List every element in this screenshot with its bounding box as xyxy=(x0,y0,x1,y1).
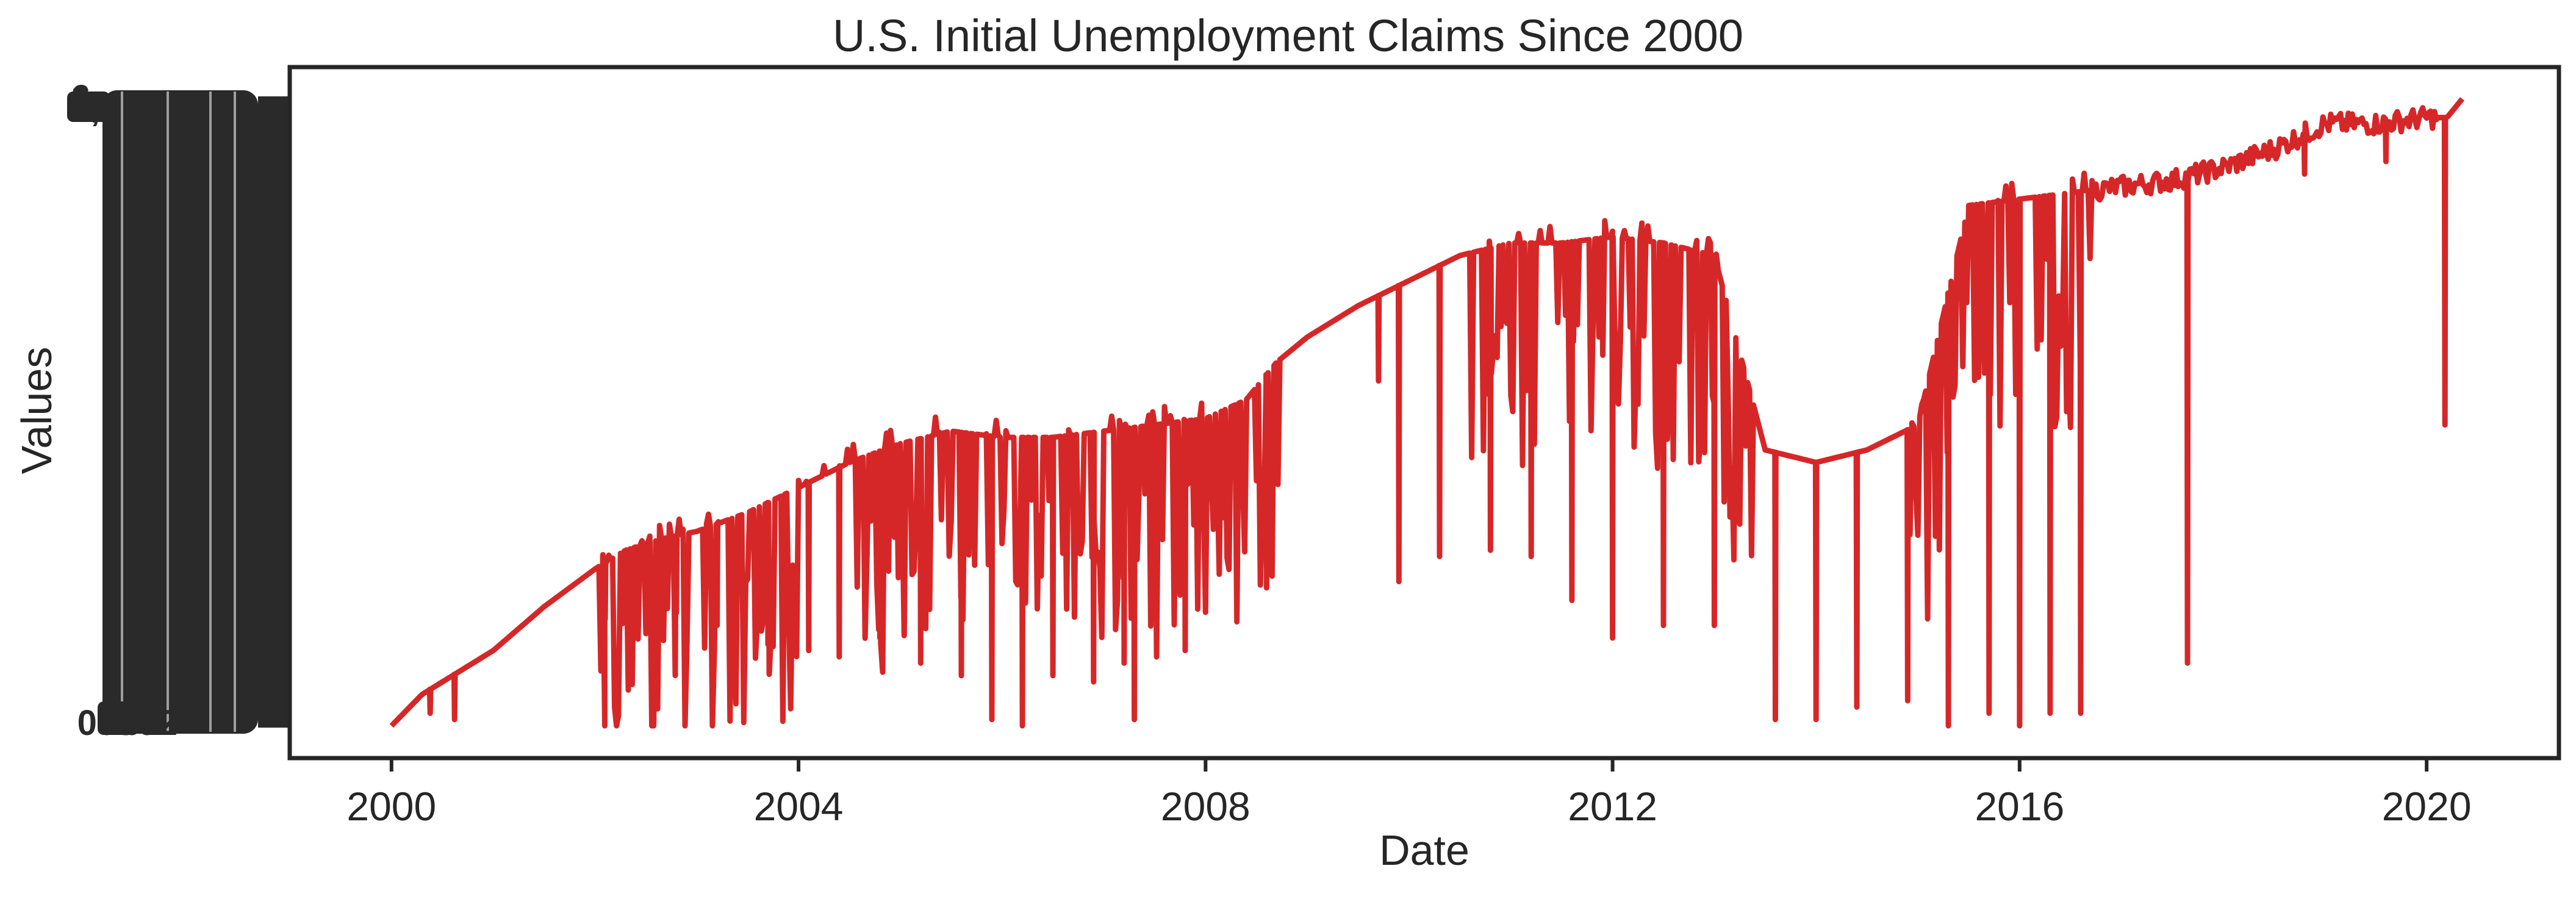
x-tick-label: 2000 xyxy=(346,784,436,829)
y-tick-label-fragment: 5, xyxy=(71,82,100,121)
x-tick-label: 2012 xyxy=(1568,784,1657,829)
y-tick-label-fragment: 4, xyxy=(71,85,100,125)
x-tick-label: 2004 xyxy=(754,784,844,829)
x-tick-label: 2008 xyxy=(1161,784,1250,829)
chart-title: U.S. Initial Unemployment Claims Since 2… xyxy=(833,10,1743,61)
series-layer xyxy=(389,96,2465,729)
x-axis-ticks: 2000 2004 2008 2012 2016 2020 xyxy=(346,758,2472,829)
y-tick-label-fragment: 6, xyxy=(71,78,100,118)
plot-frame xyxy=(287,65,2561,761)
y-tick-label-fragment: 1 xyxy=(143,703,162,743)
x-axis-label: Date xyxy=(1379,826,1469,874)
y-tick-label-fragment: 20 xyxy=(102,703,142,743)
series-line xyxy=(389,96,2465,729)
y-tick-label-fragment: 70 xyxy=(118,703,157,743)
x-tick-label: 2016 xyxy=(1975,784,2064,829)
y-tick-label-block xyxy=(102,90,258,734)
y-tick-label-fragment: 000 xyxy=(77,703,137,743)
y-tick-mark-block xyxy=(258,96,290,728)
y-tick-label-fragment: 3, xyxy=(71,89,100,129)
y-tick-label-fragment: 2 xyxy=(158,703,178,743)
y-tick-label-top xyxy=(67,91,110,122)
y-tick-label-bottom xyxy=(98,701,134,735)
x-tick-label: 2020 xyxy=(2382,784,2472,829)
